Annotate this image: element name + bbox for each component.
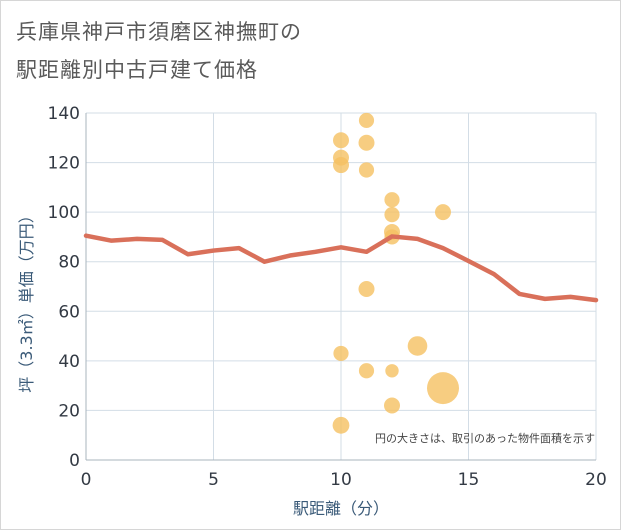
data-point — [333, 345, 349, 362]
chart-title-line-2: 駅距離別中古戸建て価格 — [16, 58, 258, 82]
data-point — [358, 134, 375, 151]
chart-title-line-1: 兵庫県神戸市須磨区神撫町の — [16, 20, 302, 44]
x-tick-label: 10 — [330, 470, 352, 490]
data-point — [384, 397, 400, 414]
data-point — [333, 157, 349, 174]
size-annotation: 円の大きさは、取引のあった物件面積を示す — [375, 431, 595, 445]
x-axis-label: 駅距離（分） — [293, 499, 389, 518]
data-point — [332, 416, 350, 434]
data-point — [407, 336, 428, 356]
y-tick-label: 140 — [48, 104, 80, 124]
data-point — [384, 192, 400, 208]
trend-line-group — [83, 233, 599, 303]
y-axis-label: 坪（3.3㎡）単価（万円） — [17, 207, 36, 392]
data-point — [358, 162, 375, 178]
data-point — [358, 280, 375, 297]
y-tick-label: 120 — [48, 154, 80, 174]
x-tick-label: 20 — [585, 470, 607, 490]
bubbles — [332, 112, 459, 434]
y-tick-label: 20 — [58, 401, 80, 421]
data-point — [333, 132, 349, 149]
data-point — [427, 372, 459, 405]
y-tick-label: 100 — [48, 203, 80, 223]
data-point — [435, 204, 451, 221]
x-tick-label: 0 — [81, 470, 92, 490]
x-tick-label: 5 — [208, 470, 219, 490]
tick-labels: 0 20 40 60 80 100 120 140 0 5 10 15 20 — [48, 104, 607, 490]
y-tick-label: 80 — [58, 253, 80, 273]
data-point — [358, 363, 375, 379]
data-point — [385, 364, 399, 378]
data-point — [384, 207, 400, 223]
trend-line — [83, 233, 599, 303]
y-tick-label: 0 — [69, 451, 80, 471]
data-point — [358, 112, 375, 129]
x-tick-label: 15 — [458, 470, 480, 490]
y-tick-label: 60 — [58, 302, 80, 322]
y-tick-label: 40 — [58, 352, 80, 372]
